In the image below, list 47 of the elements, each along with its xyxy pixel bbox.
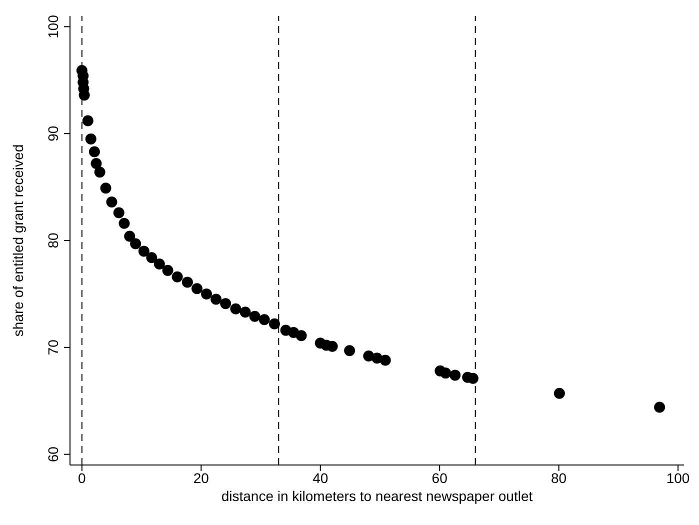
- x-tick-label: 100: [666, 470, 690, 486]
- x-axis-title: distance in kilometers to nearest newspaper outlet: [221, 488, 533, 504]
- x-tick-label: 60: [432, 470, 448, 486]
- point: [154, 258, 165, 270]
- point: [85, 133, 96, 144]
- point: [554, 388, 565, 399]
- point: [106, 196, 118, 208]
- point: [344, 345, 356, 356]
- point: [130, 238, 142, 250]
- x-tick-label: 0: [78, 470, 86, 486]
- point: [118, 218, 130, 229]
- y-tick-label: 80: [45, 232, 61, 248]
- point: [201, 288, 212, 300]
- point: [182, 276, 193, 288]
- y-tick-label: 60: [45, 446, 61, 462]
- point: [88, 146, 100, 158]
- y-axis-title: share of entitled grant received: [10, 144, 26, 337]
- point: [210, 294, 222, 305]
- point: [82, 115, 94, 126]
- point: [172, 271, 183, 282]
- point: [191, 283, 202, 294]
- point: [258, 314, 270, 326]
- point: [240, 306, 251, 318]
- y-tick-label: 70: [45, 339, 61, 356]
- point: [230, 303, 242, 314]
- point: [100, 182, 112, 194]
- point: [654, 402, 666, 413]
- point: [94, 166, 106, 178]
- point: [268, 318, 280, 330]
- point: [162, 264, 174, 276]
- point: [146, 252, 158, 264]
- point: [440, 368, 452, 379]
- x-tick-label: 20: [193, 470, 210, 486]
- point: [124, 230, 136, 242]
- y-tick-label: 100: [45, 14, 61, 38]
- point: [220, 298, 232, 310]
- x-tick-label: 40: [312, 470, 328, 486]
- y-tick-label: 90: [45, 126, 61, 142]
- point: [326, 340, 338, 352]
- point: [380, 354, 391, 366]
- point: [90, 158, 102, 170]
- point: [249, 310, 260, 322]
- point: [450, 370, 461, 381]
- x-tick-label: 80: [551, 470, 567, 486]
- point: [296, 330, 307, 342]
- point: [113, 207, 124, 218]
- point: [138, 246, 150, 257]
